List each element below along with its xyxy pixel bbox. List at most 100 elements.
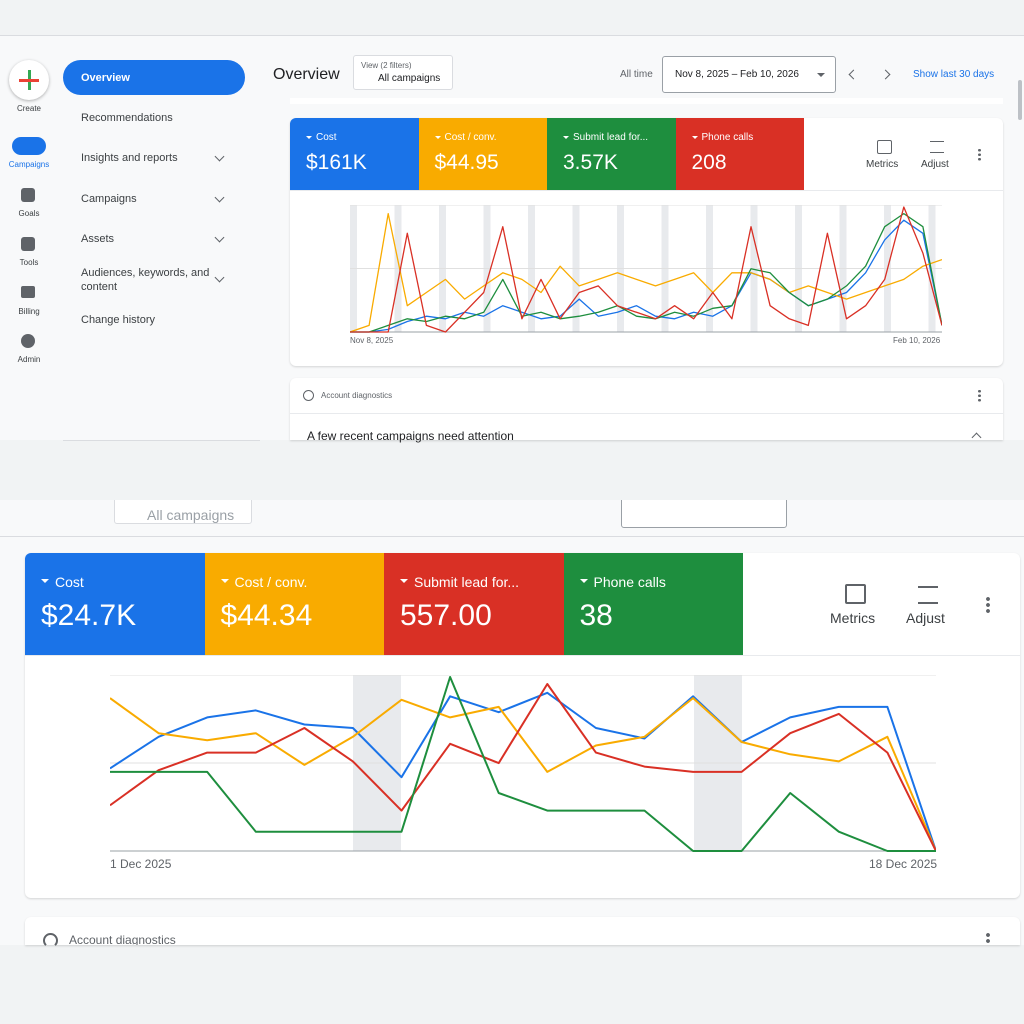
diagnostics-icon	[303, 390, 314, 401]
series-line	[110, 683, 936, 852]
metric-tile[interactable]: Submit lead for... 557.00	[384, 553, 564, 655]
nav-item[interactable]: Change history	[81, 314, 155, 326]
dropdown-arrow	[306, 135, 312, 142]
sidebar-label[interactable]: Admin	[17, 355, 41, 364]
more-menu[interactable]	[986, 596, 990, 614]
nav-item[interactable]: Overview	[81, 72, 130, 84]
dropdown-arrow	[817, 73, 825, 81]
diagnostics-card	[25, 917, 1020, 945]
goals-icon	[21, 188, 35, 202]
metric-name: Phone calls	[701, 132, 754, 143]
metric-name: Submit lead for...	[414, 574, 520, 590]
nav-item[interactable]: Recommendations	[81, 112, 173, 124]
series-line	[110, 697, 936, 852]
metric-value: 38	[579, 599, 613, 632]
tool-label[interactable]: Adjust	[906, 610, 945, 626]
metric-tile[interactable]: Submit lead for... 3.57K	[547, 118, 676, 190]
sidebar-label[interactable]: Campaigns	[8, 160, 50, 169]
divider	[290, 413, 1003, 414]
card-edge	[290, 98, 1003, 104]
series-line	[350, 212, 942, 333]
more-menu[interactable]	[978, 389, 981, 402]
range-label: All time	[620, 69, 653, 80]
partial-date-box	[621, 500, 787, 528]
partial-button: All campaigns	[147, 507, 235, 523]
filter-value: All campaigns	[378, 73, 441, 84]
metric-name: Submit lead for...	[573, 132, 649, 143]
page-title: Overview	[273, 66, 340, 83]
tools-icon	[21, 237, 35, 251]
more-menu[interactable]	[978, 148, 981, 161]
date-picker[interactable]: Nov 8, 2025 – Feb 10, 2026	[662, 56, 836, 93]
metric-tile[interactable]: Phone calls 208	[675, 118, 804, 190]
metric-tile[interactable]: Cost $24.7K	[25, 553, 205, 655]
metric-value: $24.7K	[41, 599, 137, 632]
partial-filter-box: All campaigns	[114, 500, 252, 524]
x-end-label: Feb 10, 2026	[893, 336, 941, 345]
metrics-icon	[877, 140, 892, 154]
diagnostics-icon	[43, 933, 58, 948]
more-menu[interactable]	[986, 932, 990, 944]
nav-item[interactable]: Campaigns	[81, 193, 137, 205]
divider	[0, 35, 1024, 36]
nav-item[interactable]: Audiences, keywords, and content	[81, 267, 210, 293]
metric-tile[interactable]: Cost / conv. $44.34	[204, 553, 384, 655]
admin-icon	[21, 334, 35, 348]
scrollbar	[1018, 80, 1022, 120]
sidebar-label[interactable]: Tools	[19, 258, 39, 267]
dropdown-arrow	[220, 578, 229, 587]
date-range: Nov 8, 2025 – Feb 10, 2026	[675, 69, 799, 80]
series-line	[350, 206, 942, 333]
series-line	[350, 212, 942, 333]
series-line	[350, 219, 942, 333]
tool-label[interactable]: Adjust	[921, 159, 949, 170]
metric-name: Cost	[316, 132, 337, 143]
dropdown-arrow	[400, 578, 408, 587]
diagnostics-message: A few recent campaigns need attention	[307, 429, 514, 443]
metric-name: Cost	[55, 574, 84, 590]
metric-name: Cost / conv.	[444, 132, 497, 143]
metric-value: $44.95	[434, 151, 499, 174]
metric-name: Phone calls	[593, 574, 666, 590]
line-chart	[350, 205, 942, 333]
sidebar-label[interactable]: Create	[16, 104, 41, 113]
nav-active[interactable]	[63, 60, 245, 95]
divider	[63, 440, 260, 441]
diagnostics-title: Account diagnostics	[321, 391, 393, 400]
shortcut-link[interactable]: Show last 30 days	[913, 69, 995, 80]
x-start-label: 1 Dec 2025	[110, 857, 172, 871]
series-line	[110, 676, 936, 852]
metric-value: $161K	[306, 151, 367, 174]
metric-value: 208	[691, 151, 727, 174]
dropdown-arrow	[563, 135, 569, 142]
tool-label[interactable]: Metrics	[830, 610, 876, 626]
filter-box[interactable]: View (2 filters) All campaigns	[353, 55, 453, 90]
metric-tile[interactable]: Cost / conv. $44.95	[418, 118, 547, 190]
sidebar-label[interactable]: Goals	[18, 209, 40, 218]
dropdown-arrow	[41, 578, 49, 587]
line-chart	[110, 675, 936, 852]
divider	[0, 536, 1024, 537]
metric-name: Cost / conv.	[234, 574, 308, 590]
dropdown-arrow	[691, 135, 698, 142]
metric-tile[interactable]: Phone calls 38	[563, 553, 743, 655]
metric-tile[interactable]: Cost $161K	[290, 118, 419, 190]
x-start-label: Nov 8, 2025	[350, 336, 394, 345]
tool-label[interactable]: Metrics	[866, 159, 899, 170]
x-end-label: 18 Dec 2025	[869, 857, 938, 871]
billing-icon	[21, 286, 35, 298]
divider	[25, 655, 1020, 656]
dropdown-arrow	[579, 578, 588, 587]
metric-value: 557.00	[400, 599, 492, 632]
campaigns-icon[interactable]	[12, 137, 46, 155]
sidebar-label[interactable]: Billing	[18, 307, 40, 316]
nav-item[interactable]: Assets	[81, 233, 115, 245]
metrics-icon	[845, 584, 866, 604]
metric-value: 3.57K	[563, 151, 618, 174]
divider	[290, 190, 1003, 191]
diagnostics-card	[290, 378, 1003, 440]
diagnostics-title: Account diagnostics	[69, 933, 176, 945]
create-button[interactable]	[9, 60, 49, 100]
nav-item[interactable]: Insights and reports	[81, 152, 178, 164]
